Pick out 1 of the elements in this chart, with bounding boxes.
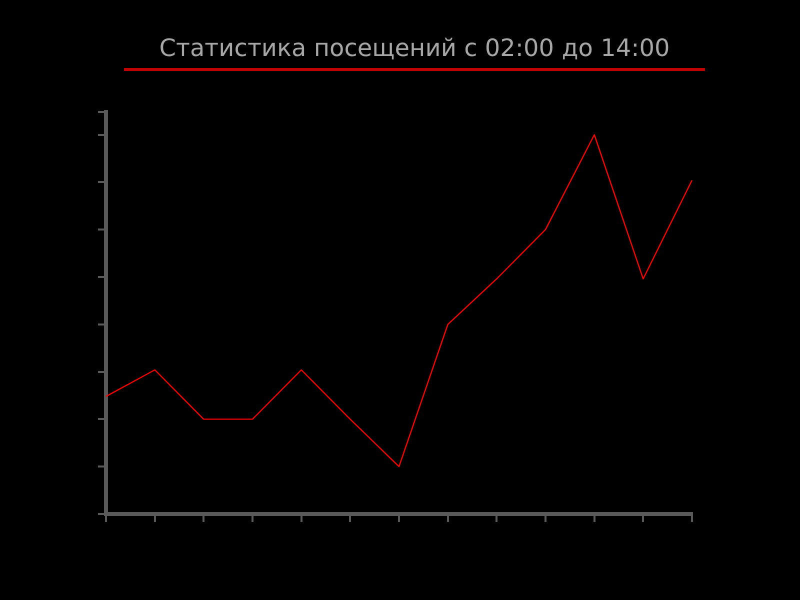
chart-title: Статистика посещений с 02:00 до 14:00 [124,34,705,71]
